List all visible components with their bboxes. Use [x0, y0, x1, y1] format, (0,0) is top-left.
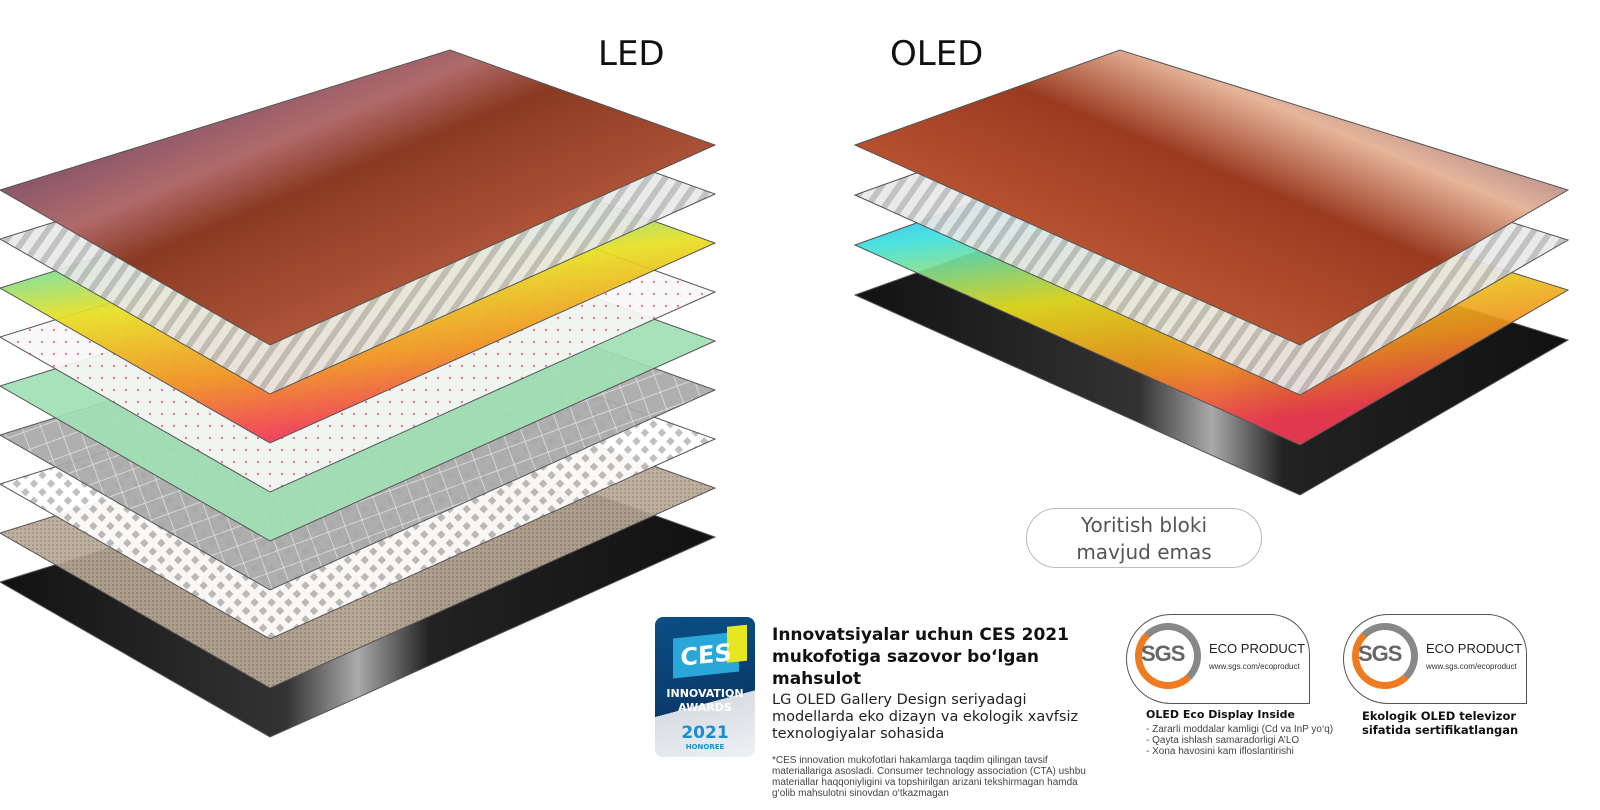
- sgs-mark: SGS: [1141, 641, 1185, 666]
- sgs-bullet: - Xona havosini kam ifloslantirishi: [1146, 746, 1294, 757]
- ces-honoree: HONOREE: [685, 743, 725, 751]
- no-backlight-line-2: mavjud emas: [1076, 540, 1212, 564]
- no-backlight-line-1: Yoritish bloki: [1080, 513, 1208, 537]
- oled-title: OLED: [890, 34, 984, 74]
- sgs-url: www.sgs.com/ecoproduct: [1209, 662, 1300, 671]
- award-heading-line1: Innovatsiyalar uchun CES 2021: [772, 625, 1069, 645]
- sgs-1-description: OLED Eco Display Inside - Zararli moddal…: [1146, 708, 1333, 757]
- ces-line2: AWARDS: [678, 701, 732, 714]
- sgs-bullet: - Qayta ishlash samaradorligi A’LO: [1146, 735, 1300, 746]
- sgs-label: ECO PRODUCT: [1426, 641, 1523, 656]
- sgs-eco-product-logo: SGS ECO PRODUCT www.sgs.com/ecoproduct: [1126, 614, 1310, 704]
- sgs-eco-product-logo: SGS ECO PRODUCT www.sgs.com/ecoproduct: [1343, 614, 1527, 704]
- award-subtitle: LG OLED Gallery Design seriyadagi modell…: [772, 692, 1079, 742]
- sgs-2-title: Ekologik OLED televizor sifatida sertifi…: [1362, 709, 1519, 737]
- no-backlight-label: Yoritish bloki mavjud emas: [1026, 508, 1262, 568]
- sgs-ring-icon: [1352, 623, 1418, 689]
- ces-year: 2021: [681, 723, 729, 743]
- award-heading-line2: mukofotiga sazovor bo‘lgan mahsulot: [772, 647, 1040, 689]
- layer-image: [853, 49, 1570, 346]
- sgs-ring-icon: [1135, 623, 1201, 689]
- sgs-1-title: OLED Eco Display Inside: [1146, 708, 1296, 721]
- ces-innovation-award-badge: CES INNOVATION AWARDS 2021 HONOREE: [655, 617, 755, 757]
- layer-image: [0, 49, 717, 346]
- sgs-url: www.sgs.com/ecoproduct: [1426, 662, 1517, 671]
- ces-line1: INNOVATION: [666, 687, 744, 700]
- award-text: Innovatsiyalar uchun CES 2021 mukofotiga …: [772, 624, 1102, 799]
- sgs-bullet: - Zararli moddalar kamligi (Cd va InP yo…: [1146, 724, 1334, 735]
- ces-logo: CES: [673, 631, 739, 679]
- award-footnote: *CES innovation mukofotlari hakamlarga t…: [772, 755, 1086, 799]
- award-heading: Innovatsiyalar uchun CES 2021 mukofotiga …: [772, 624, 1102, 690]
- sgs-label: ECO PRODUCT: [1209, 641, 1306, 656]
- sgs-mark: SGS: [1358, 641, 1402, 666]
- led-title: LED: [598, 34, 665, 74]
